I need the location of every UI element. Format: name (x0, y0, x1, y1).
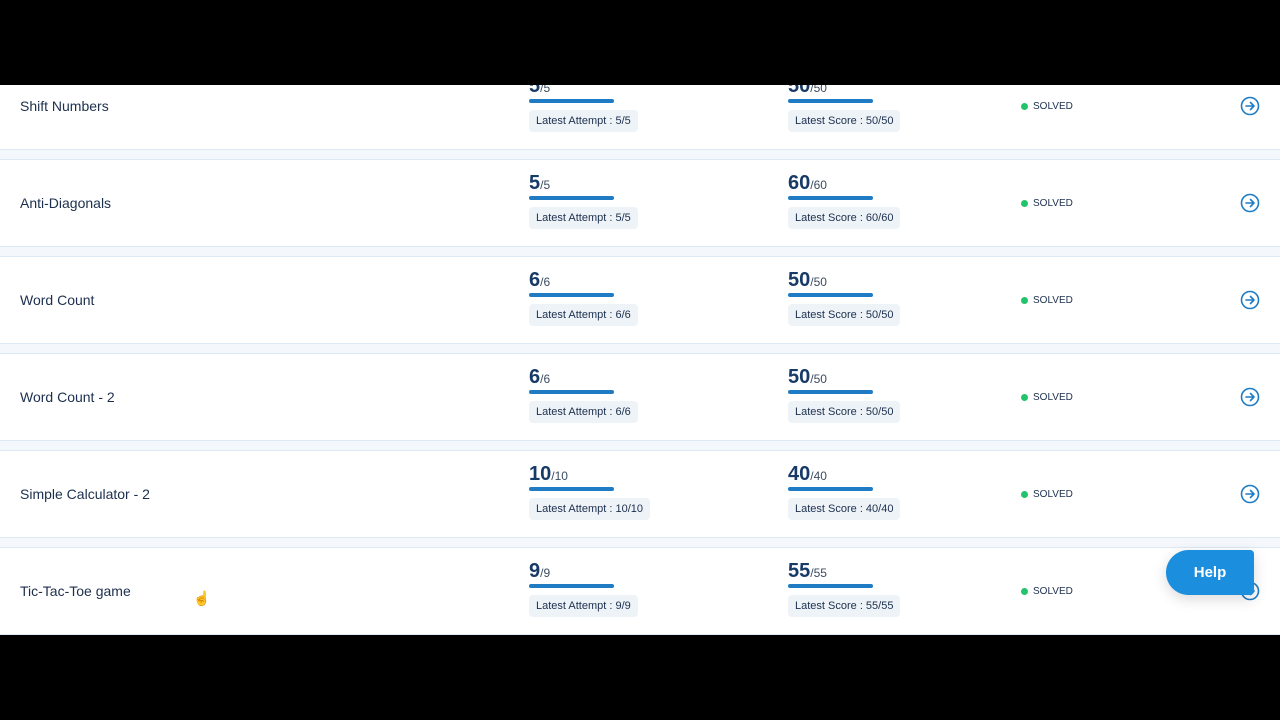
attempts-total: /5 (540, 178, 551, 192)
status-dot-icon (1021, 394, 1028, 401)
score-value: 50 (788, 366, 811, 388)
attempts-metric: 6/6 Latest Attempt : 6/6 (529, 269, 638, 326)
score-progress-bar (788, 293, 873, 297)
attempts-progress-bar (529, 196, 614, 200)
score-metric: 55/55 Latest Score : 55/55 (788, 560, 901, 617)
status-badge: SOLVED (1021, 586, 1073, 597)
problem-row[interactable]: Simple Calculator - 2 10/10 Latest Attem… (0, 450, 1280, 538)
status-text: SOLVED (1033, 101, 1073, 112)
latest-score-badge: Latest Score : 60/60 (788, 207, 901, 229)
problem-name: Anti-Diagonals (20, 195, 112, 211)
score-value: 40 (788, 463, 811, 485)
attempts-progress-bar (529, 487, 614, 491)
attempts-metric: 9/9 Latest Attempt : 9/9 (529, 560, 638, 617)
score-metric: 50/50 Latest Score : 50/50 (788, 269, 901, 326)
status-text: SOLVED (1033, 295, 1073, 306)
status-badge: SOLVED (1021, 392, 1073, 403)
status-badge: SOLVED (1021, 101, 1073, 112)
score-total: /50 (810, 372, 827, 386)
problem-row[interactable]: Word Count - 2 6/6 Latest Attempt : 6/6 … (0, 353, 1280, 441)
attempts-total: /5 (540, 85, 551, 95)
status-dot-icon (1021, 491, 1028, 498)
attempts-total: /6 (540, 372, 551, 386)
attempts-total: /9 (540, 566, 551, 580)
problem-row[interactable]: Tic-Tac-Toe game 9/9 Latest Attempt : 9/… (0, 547, 1280, 635)
status-text: SOLVED (1033, 198, 1073, 209)
attempts-total: /10 (551, 469, 568, 483)
latest-attempt-badge: Latest Attempt : 6/6 (529, 401, 638, 423)
attempts-progress-bar (529, 584, 614, 588)
score-total: /55 (810, 566, 827, 580)
problem-name: Tic-Tac-Toe game (20, 583, 131, 599)
attempts-metric: 5/5 Latest Attempt : 5/5 (529, 172, 638, 229)
attempts-progress-bar (529, 390, 614, 394)
score-value: 55 (788, 560, 811, 582)
status-badge: SOLVED (1021, 295, 1073, 306)
problem-row[interactable]: Shift Numbers 5/5 Latest Attempt : 5/5 5… (0, 85, 1280, 150)
score-metric: 50/50 Latest Score : 50/50 (788, 85, 901, 132)
attempts-value: 6 (529, 269, 541, 291)
problem-row[interactable]: Anti-Diagonals 5/5 Latest Attempt : 5/5 … (0, 159, 1280, 247)
arrow-right-circle-icon[interactable] (1240, 96, 1260, 116)
attempts-value: 5 (529, 85, 541, 97)
hand-cursor-icon: ☝ (193, 590, 211, 606)
problem-name: Simple Calculator - 2 (20, 486, 150, 502)
attempts-value: 10 (529, 463, 552, 485)
status-dot-icon (1021, 297, 1028, 304)
problem-list: Shift Numbers 5/5 Latest Attempt : 5/5 5… (0, 85, 1280, 635)
score-progress-bar (788, 584, 873, 588)
problem-name: Word Count - 2 (20, 389, 115, 405)
attempts-progress-bar (529, 99, 614, 103)
attempts-metric: 10/10 Latest Attempt : 10/10 (529, 463, 651, 520)
attempts-metric: 6/6 Latest Attempt : 6/6 (529, 366, 638, 423)
score-value: 60 (788, 172, 811, 194)
score-progress-bar (788, 196, 873, 200)
attempts-value: 5 (529, 172, 541, 194)
latest-attempt-badge: Latest Attempt : 5/5 (529, 207, 638, 229)
status-badge: SOLVED (1021, 198, 1073, 209)
problem-name: Word Count (20, 292, 95, 308)
latest-score-badge: Latest Score : 50/50 (788, 401, 901, 423)
latest-score-badge: Latest Score : 55/55 (788, 595, 901, 617)
score-value: 50 (788, 85, 811, 97)
score-total: /60 (810, 178, 827, 192)
status-dot-icon (1021, 588, 1028, 595)
problem-name: Shift Numbers (20, 98, 109, 114)
score-progress-bar (788, 487, 873, 491)
score-total: /50 (810, 85, 827, 95)
attempts-value: 6 (529, 366, 541, 388)
status-text: SOLVED (1033, 392, 1073, 403)
arrow-right-circle-icon[interactable] (1240, 387, 1260, 407)
score-metric: 40/40 Latest Score : 40/40 (788, 463, 901, 520)
score-progress-bar (788, 390, 873, 394)
attempts-total: /6 (540, 275, 551, 289)
status-dot-icon (1021, 103, 1028, 110)
score-value: 50 (788, 269, 811, 291)
status-text: SOLVED (1033, 586, 1073, 597)
status-dot-icon (1021, 200, 1028, 207)
score-progress-bar (788, 99, 873, 103)
arrow-right-circle-icon[interactable] (1240, 193, 1260, 213)
score-metric: 60/60 Latest Score : 60/60 (788, 172, 901, 229)
attempts-progress-bar (529, 293, 614, 297)
latest-attempt-badge: Latest Attempt : 6/6 (529, 304, 638, 326)
attempts-metric: 5/5 Latest Attempt : 5/5 (529, 85, 638, 132)
score-total: /50 (810, 275, 827, 289)
latest-attempt-badge: Latest Attempt : 10/10 (529, 498, 651, 520)
latest-score-badge: Latest Score : 50/50 (788, 304, 901, 326)
arrow-right-circle-icon[interactable] (1240, 290, 1260, 310)
score-metric: 50/50 Latest Score : 50/50 (788, 366, 901, 423)
arrow-right-circle-icon[interactable] (1240, 484, 1260, 504)
attempts-value: 9 (529, 560, 541, 582)
latest-attempt-badge: Latest Attempt : 9/9 (529, 595, 638, 617)
status-text: SOLVED (1033, 489, 1073, 500)
score-total: /40 (810, 469, 827, 483)
latest-attempt-badge: Latest Attempt : 5/5 (529, 110, 638, 132)
problem-row[interactable]: Word Count 6/6 Latest Attempt : 6/6 50/5… (0, 256, 1280, 344)
help-button[interactable]: Help (1166, 550, 1254, 595)
latest-score-badge: Latest Score : 40/40 (788, 498, 901, 520)
status-badge: SOLVED (1021, 489, 1073, 500)
latest-score-badge: Latest Score : 50/50 (788, 110, 901, 132)
